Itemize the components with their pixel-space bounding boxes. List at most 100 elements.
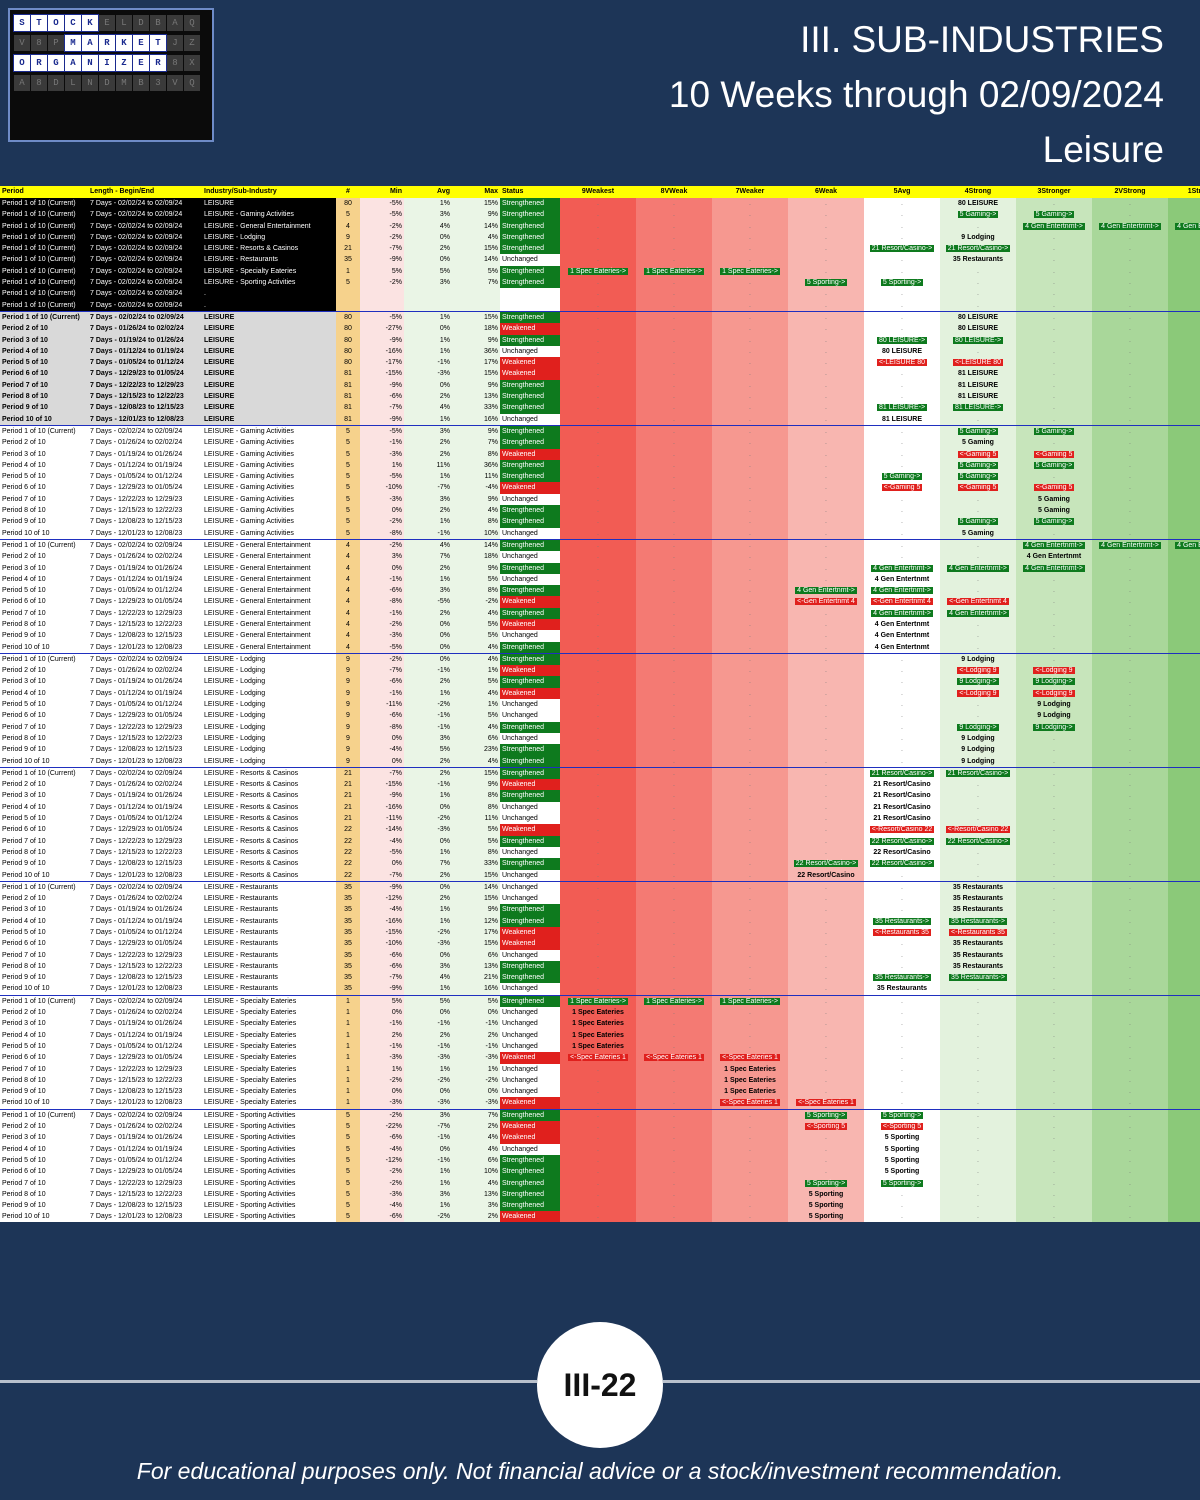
logo-letter: N — [81, 54, 99, 72]
cell-period: Period 3 of 10 — [2, 564, 46, 572]
cell-n: 5 — [336, 516, 360, 528]
category-cell: . — [1092, 744, 1168, 756]
cell-min: -5% — [360, 209, 404, 221]
category-cell: 1 Spec Eateries — [712, 1086, 788, 1098]
cell-n: 80 — [336, 310, 360, 324]
category-cell: . — [1016, 994, 1092, 1008]
cell-period: Period 1 of 10 (Current) — [0, 220, 88, 232]
category-cell: . — [1092, 972, 1168, 984]
category-cell: 4 Gen Entertnmt — [864, 573, 940, 586]
category-cell: 35 Restaurants — [940, 880, 1016, 894]
category-cell: 5 Gaming-> — [940, 424, 1016, 438]
category-cell: . — [636, 858, 712, 870]
category-cell: 5 Sporting — [788, 1200, 864, 1212]
cell-period: Period 2 of 10 — [2, 1009, 46, 1017]
column-header[interactable]: Length - Begin/End — [88, 186, 202, 198]
category-cell: 4 Gen Entertnmt-> — [1168, 538, 1200, 552]
column-header[interactable]: 2VStrong — [1092, 186, 1168, 198]
table-body: Period 1 of 10 (Current) 7 Days - 02/02/2… — [0, 198, 1200, 1222]
cell-max: 13% — [452, 391, 500, 403]
column-header[interactable]: 8VWeak — [636, 186, 712, 198]
cell-min: -4% — [360, 744, 404, 756]
category-cell: . — [636, 983, 712, 996]
column-header[interactable]: 3Stronger — [1016, 186, 1092, 198]
column-header[interactable]: Period — [0, 186, 88, 198]
column-header[interactable]: Industry/Sub-Industry — [202, 186, 336, 198]
cell-avg: 2% — [404, 676, 452, 688]
cell-n: 5 — [336, 209, 360, 221]
table-row: Period 4 of 10 7 Days - 01/12/24 to 01/19… — [0, 801, 1200, 814]
table-row: Period 1 of 10 (Current) 7 Days - 02/02/2… — [0, 310, 1200, 324]
cell-len: 7 Days - 12/01/23 to 12/08/23 — [90, 1099, 183, 1107]
category-cell: 35 Restaurants — [940, 938, 1016, 950]
column-header[interactable]: 9Weakest — [560, 186, 636, 198]
category-cell: . — [1168, 288, 1200, 300]
category-cell: . — [788, 732, 864, 745]
category-cell: . — [788, 402, 864, 414]
cell-n: 5 — [336, 1143, 360, 1155]
column-header[interactable]: Max — [452, 186, 500, 198]
category-cell: . — [788, 1063, 864, 1075]
column-header[interactable]: # — [336, 186, 360, 198]
cell-period: Period 3 of 10 — [2, 906, 46, 914]
category-cell: . — [1092, 915, 1168, 927]
column-header[interactable]: Min — [360, 186, 404, 198]
cell-min: -5% — [360, 198, 404, 210]
category-chip: <-Lodging 9 — [1033, 667, 1075, 675]
category-cell: . — [712, 357, 788, 369]
cell-len: 7 Days - 01/26/24 to 02/02/24 — [90, 439, 183, 447]
cell-n: 22 — [336, 858, 360, 870]
category-cell: . — [1016, 391, 1092, 403]
column-header[interactable]: Avg — [404, 186, 452, 198]
category-cell: . — [712, 869, 788, 882]
column-header[interactable]: 5Avg — [864, 186, 940, 198]
table-row: Period 7 of 10 7 Days - 12/22/23 to 12/29… — [0, 949, 1200, 961]
cell-n: 35 — [336, 904, 360, 916]
category-cell: . — [636, 198, 712, 210]
cell-min: -1% — [360, 607, 404, 619]
category-cell: . — [712, 402, 788, 414]
category-cell: . — [864, 310, 940, 324]
category-cell: . — [788, 687, 864, 700]
category-cell: <-Spec Eateries 1 — [788, 1097, 864, 1110]
category-cell: . — [940, 413, 1016, 426]
cell-max — [452, 299, 500, 312]
cell-len: 7 Days - 12/22/23 to 12/29/23 — [90, 495, 183, 503]
cell-max: 1% — [452, 1063, 500, 1075]
column-header[interactable]: 1Strongest — [1168, 186, 1200, 198]
category-cell: . — [560, 652, 636, 666]
logo-letter: A — [81, 34, 99, 52]
category-cell: . — [788, 198, 864, 210]
column-header[interactable]: 6Weak — [788, 186, 864, 198]
cell-period: Period 1 of 10 (Current) — [0, 265, 88, 278]
cell-min: 0% — [360, 732, 404, 745]
logo-letter: J — [167, 35, 183, 51]
cell-min: -1% — [360, 437, 404, 449]
column-header[interactable]: 7Weaker — [712, 186, 788, 198]
cell-max: 4% — [452, 755, 500, 768]
category-cell: . — [1168, 618, 1200, 631]
column-header[interactable]: Status — [500, 186, 560, 198]
cell-period: Period 4 of 10 — [2, 689, 46, 697]
category-cell: . — [1092, 983, 1168, 996]
category-chip: 4 Gen Entertnmt-> — [1023, 222, 1085, 230]
cell-len: 7 Days - 12/08/23 to 12/15/23 — [90, 518, 183, 526]
category-cell: . — [1168, 1121, 1200, 1133]
cell-status: Strengthened — [500, 994, 560, 1008]
category-cell: . — [560, 732, 636, 745]
category-cell: . — [636, 1177, 712, 1189]
category-chip: 21 Resort/Casino — [873, 792, 931, 800]
category-chip: 22 Resort/Casino-> — [869, 860, 935, 868]
category-cell: . — [1092, 1052, 1168, 1064]
category-cell: 21 Resort/Casino — [864, 813, 940, 825]
column-header[interactable]: 4Strong — [940, 186, 1016, 198]
category-cell: . — [636, 596, 712, 608]
category-cell: . — [788, 345, 864, 358]
cell-min: -3% — [360, 1052, 404, 1064]
cell-period: Period 8 of 10 — [2, 962, 46, 970]
category-cell: . — [1016, 357, 1092, 369]
category-cell: <-Gen Entertnmt 4 — [788, 596, 864, 608]
category-cell: . — [712, 1132, 788, 1144]
cell-n: 9 — [336, 744, 360, 756]
cell-avg: 2% — [404, 562, 452, 574]
